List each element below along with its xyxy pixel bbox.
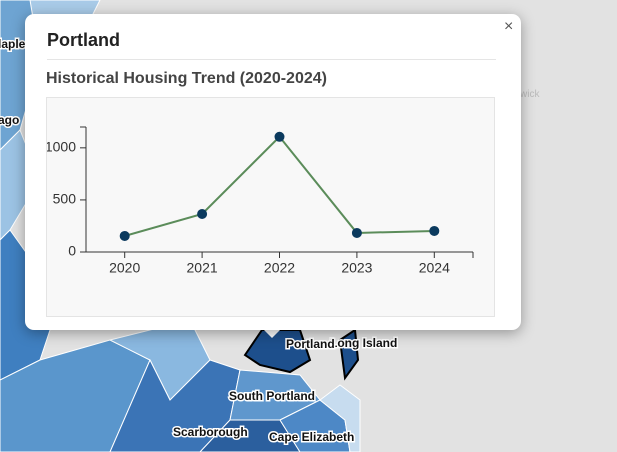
place-label: wick bbox=[519, 89, 540, 100]
region[interactable] bbox=[338, 328, 360, 381]
point bbox=[274, 131, 285, 142]
place-label: Portland bbox=[286, 337, 335, 351]
point bbox=[197, 208, 208, 219]
point bbox=[351, 227, 362, 238]
divider bbox=[47, 59, 496, 60]
x-tick-label: 2022 bbox=[264, 260, 295, 276]
place-label: ago bbox=[0, 113, 19, 127]
popup: Portland × Historical Housing Trend (202… bbox=[25, 14, 521, 330]
x-tick-label: 2020 bbox=[109, 260, 140, 276]
line bbox=[124, 135, 435, 237]
place-label: South Portland bbox=[229, 389, 315, 403]
place-label: Cape Elizabeth bbox=[269, 430, 354, 444]
y-tick-label: 1000 bbox=[47, 139, 76, 155]
popup-title: Portland bbox=[47, 30, 121, 50]
close-button[interactable]: × bbox=[504, 18, 514, 35]
point bbox=[429, 225, 440, 236]
map-labels: laple ago wick Long Island Portland Sout… bbox=[0, 36, 540, 446]
y-tick-label: 500 bbox=[53, 191, 77, 207]
x-tick-label: 2024 bbox=[419, 260, 450, 276]
x-tick-label: 2021 bbox=[187, 260, 218, 276]
point bbox=[119, 230, 130, 241]
chart-panel: 0 500 1000 2020 2021 2022 2023 2024 bbox=[46, 97, 495, 317]
popup-tip bbox=[262, 328, 282, 338]
y-tick-label: 0 bbox=[68, 243, 76, 259]
chart: 0 500 1000 2020 2021 2022 2023 2024 bbox=[47, 126, 474, 276]
place-label: Scarborough bbox=[173, 425, 248, 439]
place-label: laple bbox=[0, 37, 26, 51]
chart-title: Historical Housing Trend (2020-2024) bbox=[46, 70, 327, 87]
x-tick-label: 2023 bbox=[341, 260, 372, 276]
region bbox=[319, 384, 361, 452]
place-label: Long Island bbox=[330, 336, 397, 350]
